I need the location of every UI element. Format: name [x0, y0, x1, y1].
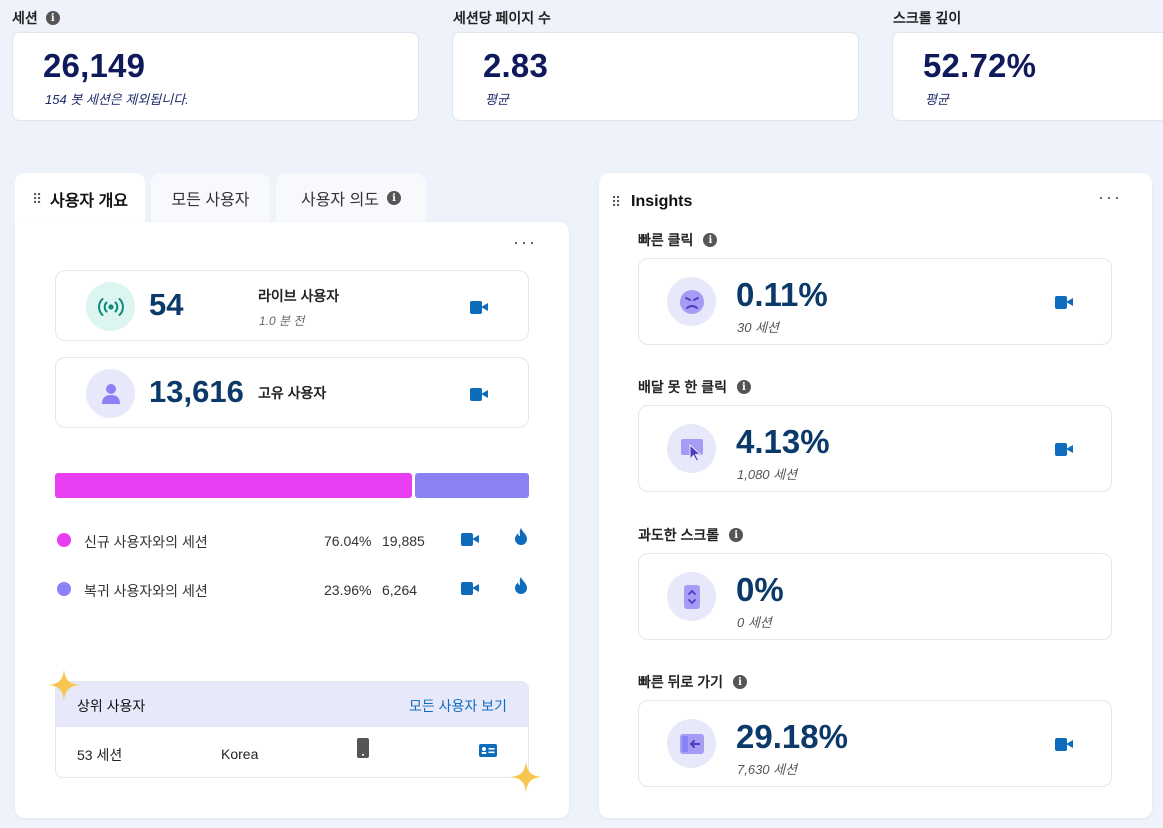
tab-user-overview[interactable]: ⠿ 사용자 개요 — [15, 173, 145, 225]
video-camera-icon[interactable] — [470, 388, 488, 401]
returning-users-count: 6,264 — [382, 582, 418, 598]
pages-per-session-sub: 평균 — [485, 92, 509, 107]
returning-users-row: 복귀 사용자와의 세션 23.96% 6,264 — [57, 577, 527, 601]
new-users-percent: 76.04% — [324, 533, 372, 549]
quick-back-card[interactable]: 29.18% 7,630 세션 — [638, 700, 1112, 787]
scroll-depth-label: 스크롤 깊이 — [893, 10, 962, 26]
info-icon[interactable]: i — [733, 675, 748, 689]
info-icon[interactable]: i — [729, 528, 744, 542]
returning-users-percent: 23.96% — [324, 582, 372, 598]
tab-user-intent[interactable]: 사용자 의도 i — [276, 173, 426, 223]
rage-click-value: 0.11% — [736, 276, 828, 313]
user-overview-panel: ··· 54 라이브 사용자 1.0 분 전 13,616 고유 사용자 — [15, 222, 569, 818]
live-users-card[interactable]: 54 라이브 사용자 1.0 분 전 — [55, 270, 529, 341]
insight-title: 배달 못 한 클릭 i — [638, 377, 751, 397]
video-camera-icon[interactable] — [1055, 296, 1073, 309]
top-users-header: 상위 사용자 모든 사용자 보기 — [56, 682, 528, 727]
new-users-legend-dot — [57, 533, 71, 547]
sessions-value: 26,149 — [43, 47, 146, 84]
unique-users-card[interactable]: 13,616 고유 사용자 — [55, 357, 529, 428]
video-camera-icon[interactable] — [1055, 443, 1073, 456]
angry-face-icon — [667, 277, 716, 326]
sessions-stat-label: 세션 i — [12, 8, 60, 28]
new-users-count: 19,885 — [382, 533, 425, 549]
sessions-stat-card: 26,149 154 봇 세션은 제외됩니다. — [12, 32, 419, 121]
dead-click-cursor-icon — [667, 424, 716, 473]
insight-title: 빠른 클릭 i — [638, 230, 718, 250]
new-users-row: 신규 사용자와의 세션 76.04% 19,885 — [57, 528, 527, 552]
pages-per-session-label: 세션당 페이지 수 — [453, 10, 551, 26]
new-users-label: 신규 사용자와의 세션 — [84, 534, 208, 550]
view-all-users-link[interactable]: 모든 사용자 보기 — [409, 698, 507, 714]
person-icon — [86, 369, 135, 418]
info-icon[interactable]: i — [703, 233, 718, 247]
insight-title: 과도한 스크롤 i — [638, 525, 744, 545]
excessive-scroll-value: 0% — [736, 571, 784, 608]
video-camera-icon[interactable] — [461, 582, 479, 595]
video-camera-icon[interactable] — [470, 301, 488, 314]
quick-back-sub: 7,630 세션 — [737, 762, 798, 777]
returning-users-bar-segment[interactable] — [415, 473, 529, 498]
back-arrow-icon — [667, 719, 716, 768]
insight-title: 빠른 뒤로 가기 i — [638, 672, 748, 692]
dead-click-value: 4.13% — [736, 423, 830, 460]
rage-click-card[interactable]: 0.11% 30 세션 — [638, 258, 1112, 345]
drag-handle-icon[interactable]: ⠿ — [31, 191, 42, 207]
scroll-depth-value: 52.72% — [923, 47, 1037, 84]
more-options-icon[interactable]: ··· — [513, 232, 537, 252]
insights-panel: ⠿ Insights ··· 빠른 클릭 i 0.11% 30 세션 배달 못 한… — [599, 173, 1152, 818]
pages-per-session-card: 2.83 평균 — [452, 32, 859, 121]
info-icon[interactable]: i — [45, 11, 60, 25]
scroll-depth-card: 52.72% 평균 — [892, 32, 1163, 121]
scroll-phone-icon — [667, 572, 716, 621]
returning-users-label: 복귀 사용자와의 세션 — [84, 583, 208, 599]
live-users-value: 54 — [149, 287, 184, 322]
returning-users-legend-dot — [57, 582, 71, 596]
more-options-icon[interactable]: ··· — [1098, 187, 1122, 207]
sparkle-icon — [48, 669, 80, 701]
insights-title: Insights — [631, 193, 693, 210]
info-icon[interactable]: i — [736, 380, 751, 394]
sparkle-icon — [510, 761, 542, 793]
top-users-card: 상위 사용자 모든 사용자 보기 53 세션 Korea — [55, 681, 529, 778]
new-users-bar-segment[interactable] — [55, 473, 412, 498]
excessive-scroll-sub: 0 세션 — [737, 615, 772, 630]
flame-icon[interactable] — [514, 577, 528, 595]
top-user-row[interactable]: 53 세션 Korea — [56, 727, 528, 777]
sessions-sub: 154 봇 세션은 제외됩니다. — [45, 92, 189, 107]
tab-all-users[interactable]: 모든 사용자 — [151, 173, 270, 223]
mobile-device-icon — [357, 738, 369, 758]
top-user-sessions: 53 세션 — [77, 747, 123, 763]
live-users-time: 1.0 분 전 — [259, 314, 305, 328]
session-split-bar — [55, 473, 529, 498]
pages-per-session-value: 2.83 — [483, 47, 549, 84]
video-camera-icon[interactable] — [1055, 738, 1073, 751]
flame-icon[interactable] — [514, 528, 528, 546]
live-users-label: 라이브 사용자 — [258, 288, 340, 304]
insights-header: ⠿ Insights — [611, 193, 692, 211]
unique-users-label: 고유 사용자 — [258, 385, 327, 401]
dead-click-sub: 1,080 세션 — [737, 467, 798, 482]
video-camera-icon[interactable] — [461, 533, 479, 546]
scroll-depth-sub: 평균 — [925, 92, 949, 107]
live-broadcast-icon — [86, 282, 135, 331]
top-user-country: Korea — [221, 746, 259, 762]
top-users-title: 상위 사용자 — [77, 698, 146, 714]
dead-click-card[interactable]: 4.13% 1,080 세션 — [638, 405, 1112, 492]
unique-users-value: 13,616 — [149, 374, 244, 409]
rage-click-sub: 30 세션 — [737, 320, 779, 335]
drag-handle-icon[interactable]: ⠿ — [611, 194, 621, 210]
quick-back-value: 29.18% — [736, 718, 848, 755]
contact-card-icon[interactable] — [479, 744, 497, 757]
excessive-scroll-card[interactable]: 0% 0 세션 — [638, 553, 1112, 640]
info-icon[interactable]: i — [387, 191, 402, 205]
